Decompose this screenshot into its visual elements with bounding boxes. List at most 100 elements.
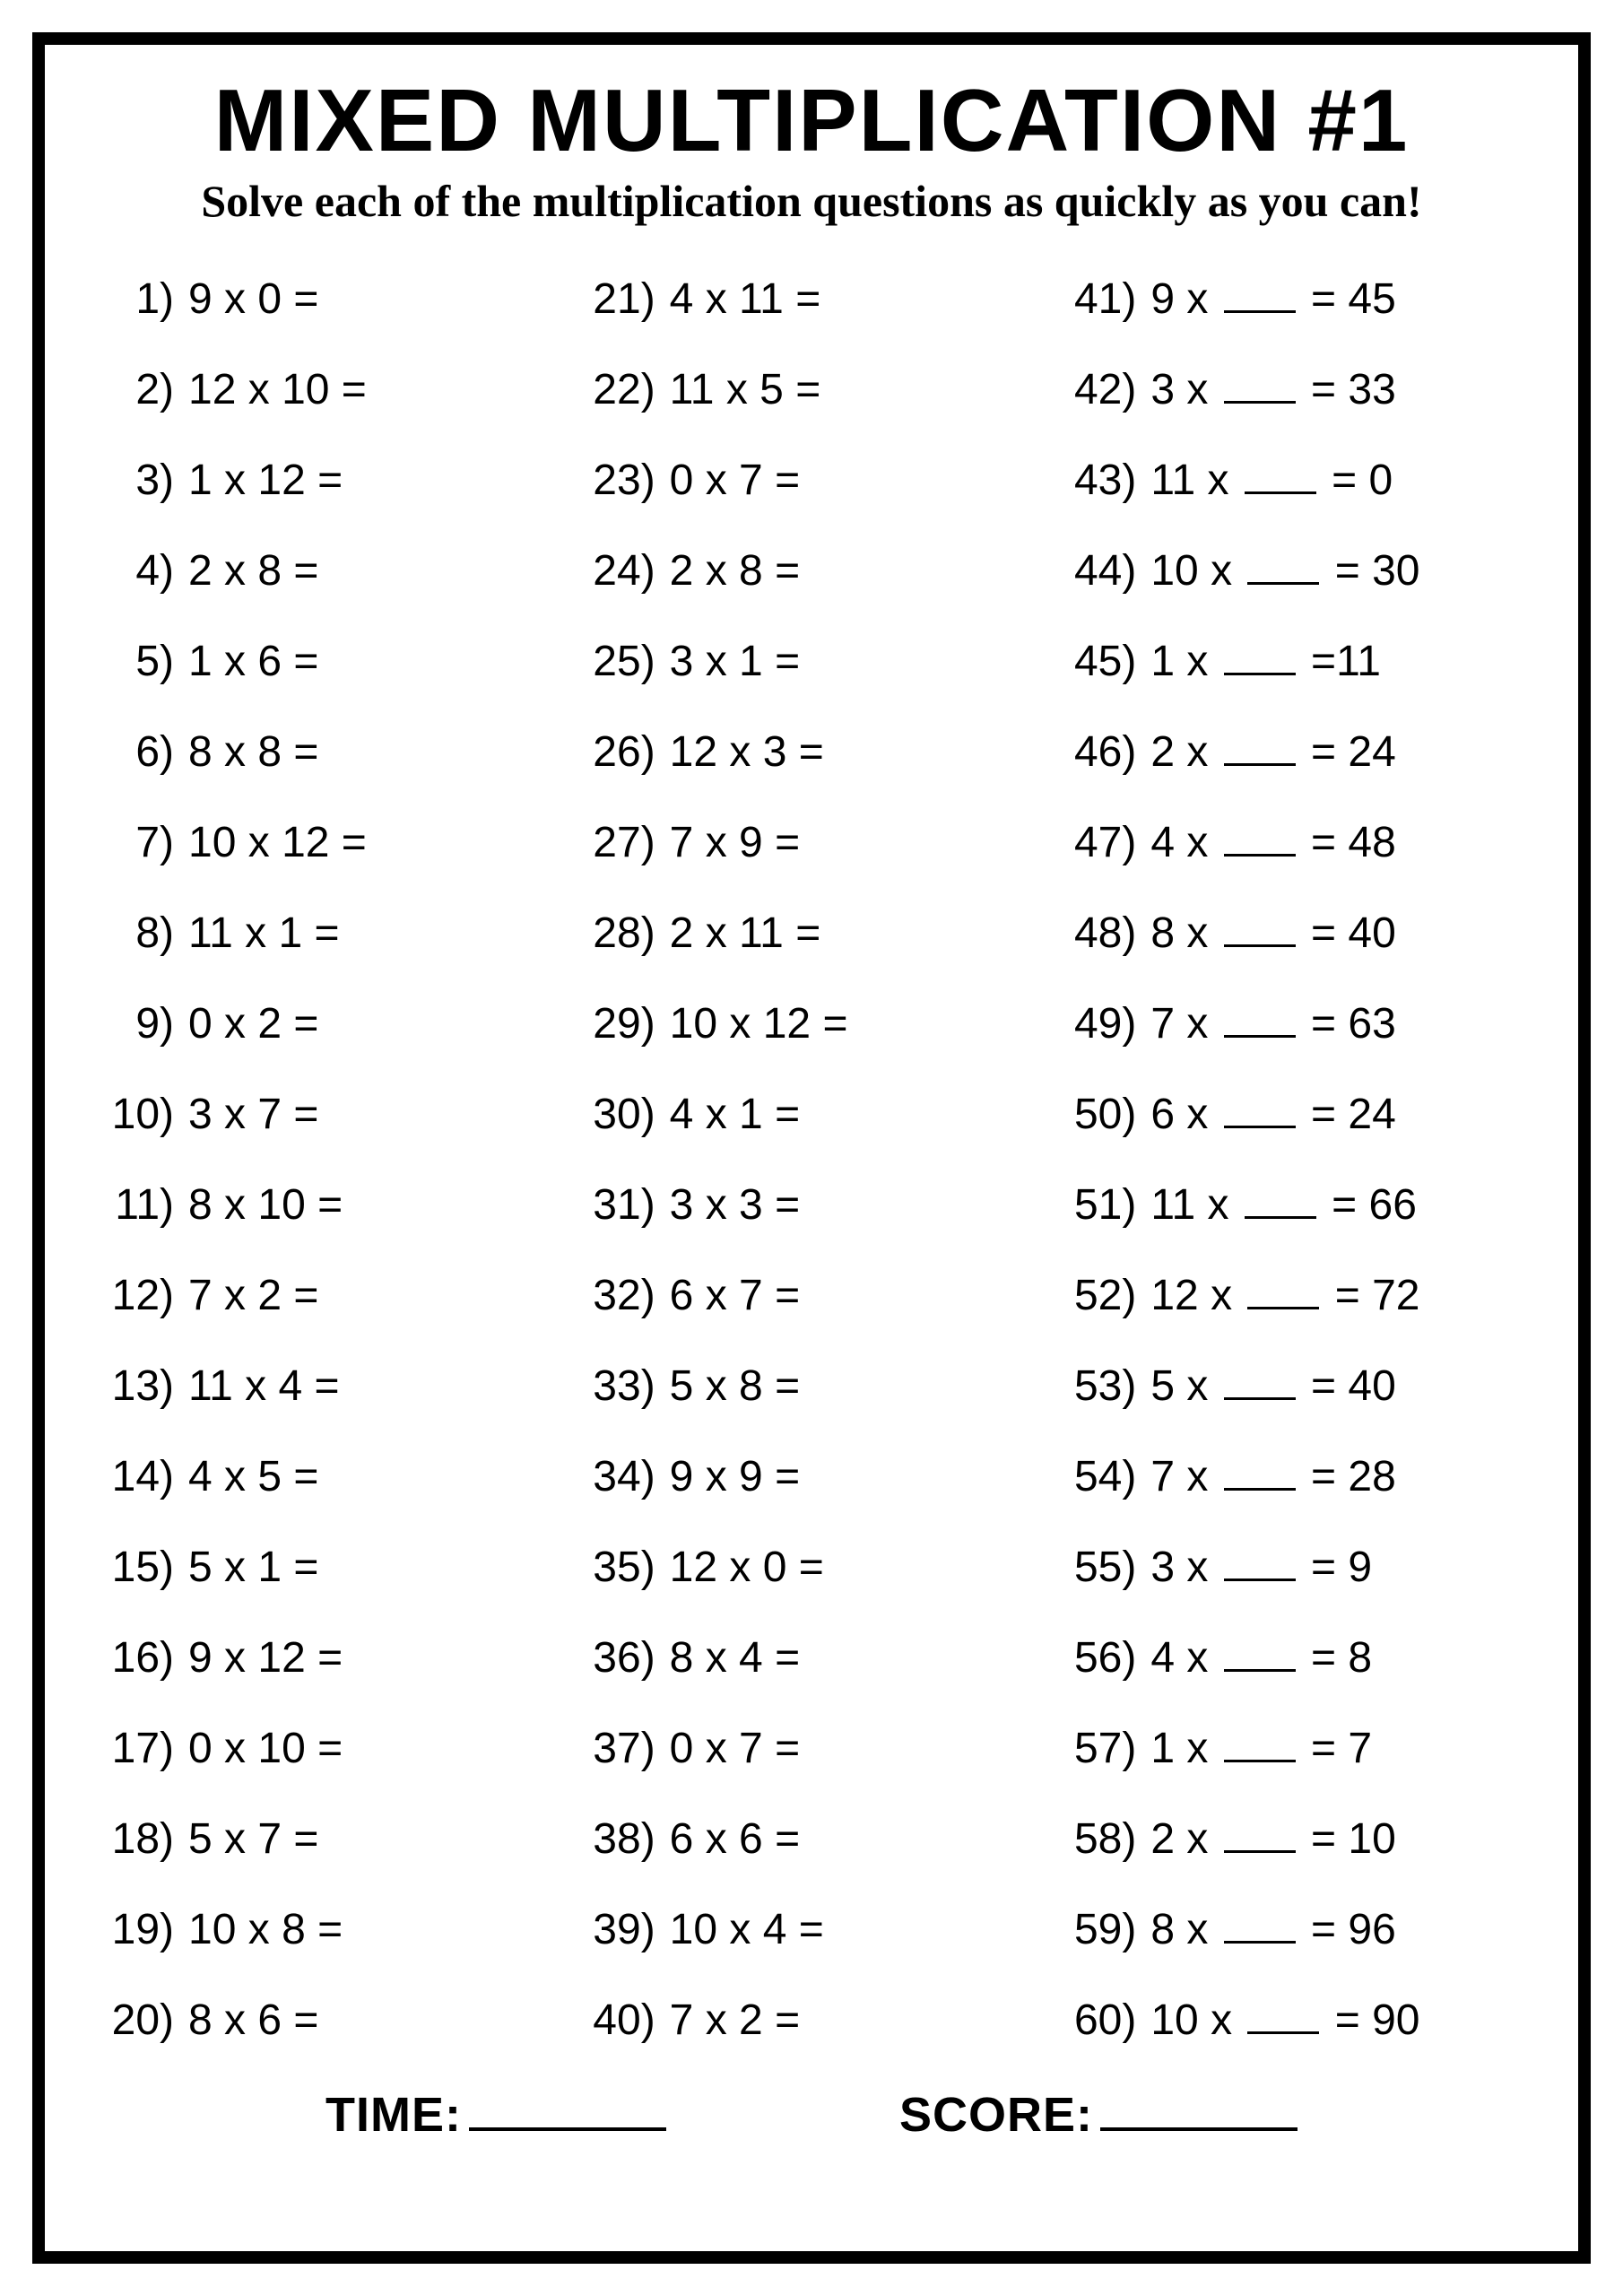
answer-blank[interactable] <box>1224 673 1296 675</box>
question-post: = 90 <box>1323 1996 1419 2044</box>
answer-blank[interactable] <box>1224 1760 1296 1762</box>
answer-blank[interactable] <box>1224 310 1296 313</box>
question-number: 52) <box>1061 1271 1150 1320</box>
question-text: 9 x = 45 <box>1150 274 1524 324</box>
question-number: 26) <box>580 727 670 777</box>
question-text: 5 x 8 = <box>670 1361 1044 1411</box>
question-row: 4)2 x 8 = <box>99 526 562 616</box>
question-text: 8 x 4 = <box>670 1633 1044 1683</box>
question-text: 8 x 8 = <box>188 727 562 777</box>
question-number: 57) <box>1061 1724 1150 1773</box>
question-number: 58) <box>1061 1814 1150 1864</box>
question-row: 18)5 x 7 = <box>99 1794 562 1884</box>
question-number: 53) <box>1061 1361 1150 1411</box>
question-post: = 33 <box>1299 366 1396 413</box>
question-row: 48)8 x = 40 <box>1061 888 1524 978</box>
question-number: 43) <box>1061 456 1150 505</box>
answer-blank[interactable] <box>1247 582 1319 585</box>
question-number: 8) <box>99 909 188 958</box>
question-number: 40) <box>580 1996 670 2045</box>
question-number: 16) <box>99 1633 188 1683</box>
question-text: 10 x = 90 <box>1150 1996 1524 2045</box>
question-row: 27)7 x 9 = <box>580 797 1044 888</box>
question-row: 52)12 x = 72 <box>1061 1250 1524 1341</box>
question-number: 28) <box>580 909 670 958</box>
question-text: 8 x = 40 <box>1150 909 1524 958</box>
question-row: 51)11 x = 66 <box>1061 1160 1524 1250</box>
answer-blank[interactable] <box>1245 1216 1316 1219</box>
question-pre: 4 x <box>1150 819 1219 866</box>
answer-blank[interactable] <box>1224 1035 1296 1038</box>
question-number: 49) <box>1061 999 1150 1048</box>
question-number: 18) <box>99 1814 188 1864</box>
question-post: = 66 <box>1320 1181 1417 1229</box>
worksheet-border: MIXED MULTIPLICATION #1 Solve each of th… <box>32 32 1591 2264</box>
question-number: 6) <box>99 727 188 777</box>
answer-blank[interactable] <box>1247 1307 1319 1309</box>
question-row: 57)1 x = 7 <box>1061 1703 1524 1794</box>
question-number: 25) <box>580 637 670 686</box>
question-text: 9 x 12 = <box>188 1633 562 1683</box>
question-number: 4) <box>99 546 188 596</box>
question-text: 3 x 7 = <box>188 1090 562 1139</box>
question-text: 4 x = 48 <box>1150 818 1524 867</box>
answer-blank[interactable] <box>1224 401 1296 404</box>
question-text: 4 x = 8 <box>1150 1633 1524 1683</box>
question-row: 34)9 x 9 = <box>580 1431 1044 1522</box>
answer-blank[interactable] <box>1224 1397 1296 1400</box>
question-post: = 9 <box>1299 1544 1372 1591</box>
footer: TIME: SCORE: <box>99 2087 1524 2143</box>
question-row: 53)5 x = 40 <box>1061 1341 1524 1431</box>
question-pre: 2 x <box>1150 728 1219 776</box>
question-row: 35)12 x 0 = <box>580 1522 1044 1613</box>
question-text: 12 x 10 = <box>188 365 562 414</box>
question-pre: 1 x <box>1150 1725 1219 1772</box>
question-row: 29)10 x 12 = <box>580 978 1044 1069</box>
question-number: 31) <box>580 1180 670 1230</box>
question-row: 15)5 x 1 = <box>99 1522 562 1613</box>
time-blank[interactable] <box>469 2127 666 2131</box>
answer-blank[interactable] <box>1224 1488 1296 1491</box>
question-text: 0 x 7 = <box>670 1724 1044 1773</box>
question-text: 4 x 1 = <box>670 1090 1044 1139</box>
question-pre: 10 x <box>1150 1996 1244 2044</box>
question-post: = 10 <box>1299 1815 1396 1863</box>
answer-blank[interactable] <box>1224 1941 1296 1944</box>
question-number: 47) <box>1061 818 1150 867</box>
question-row: 12)7 x 2 = <box>99 1250 562 1341</box>
question-row: 7)10 x 12 = <box>99 797 562 888</box>
answer-blank[interactable] <box>1247 2031 1319 2034</box>
time-label: TIME: <box>325 2087 666 2143</box>
answer-blank[interactable] <box>1224 1850 1296 1853</box>
question-row: 31)3 x 3 = <box>580 1160 1044 1250</box>
question-text: 6 x 6 = <box>670 1814 1044 1864</box>
question-text: 8 x = 96 <box>1150 1905 1524 1954</box>
answer-blank[interactable] <box>1224 854 1296 857</box>
answer-blank[interactable] <box>1224 763 1296 766</box>
question-text: 11 x 1 = <box>188 909 562 958</box>
question-text: 8 x 10 = <box>188 1180 562 1230</box>
question-number: 33) <box>580 1361 670 1411</box>
question-row: 3)1 x 12 = <box>99 435 562 526</box>
question-post: = 8 <box>1299 1634 1372 1682</box>
question-pre: 8 x <box>1150 909 1219 957</box>
question-number: 39) <box>580 1905 670 1954</box>
question-row: 58)2 x = 10 <box>1061 1794 1524 1884</box>
answer-blank[interactable] <box>1224 944 1296 947</box>
question-text: 7 x 9 = <box>670 818 1044 867</box>
question-number: 55) <box>1061 1543 1150 1592</box>
answer-blank[interactable] <box>1224 1126 1296 1128</box>
question-row: 20)8 x 6 = <box>99 1975 562 2066</box>
question-number: 1) <box>99 274 188 324</box>
answer-blank[interactable] <box>1245 491 1316 494</box>
question-number: 51) <box>1061 1180 1150 1230</box>
question-text: 2 x 11 = <box>670 909 1044 958</box>
question-text: 2 x = 10 <box>1150 1814 1524 1864</box>
question-row: 19)10 x 8 = <box>99 1884 562 1975</box>
answer-blank[interactable] <box>1224 1578 1296 1581</box>
score-blank[interactable] <box>1100 2127 1298 2131</box>
question-row: 55)3 x = 9 <box>1061 1522 1524 1613</box>
question-text: 9 x 9 = <box>670 1452 1044 1501</box>
answer-blank[interactable] <box>1224 1669 1296 1672</box>
question-number: 59) <box>1061 1905 1150 1954</box>
